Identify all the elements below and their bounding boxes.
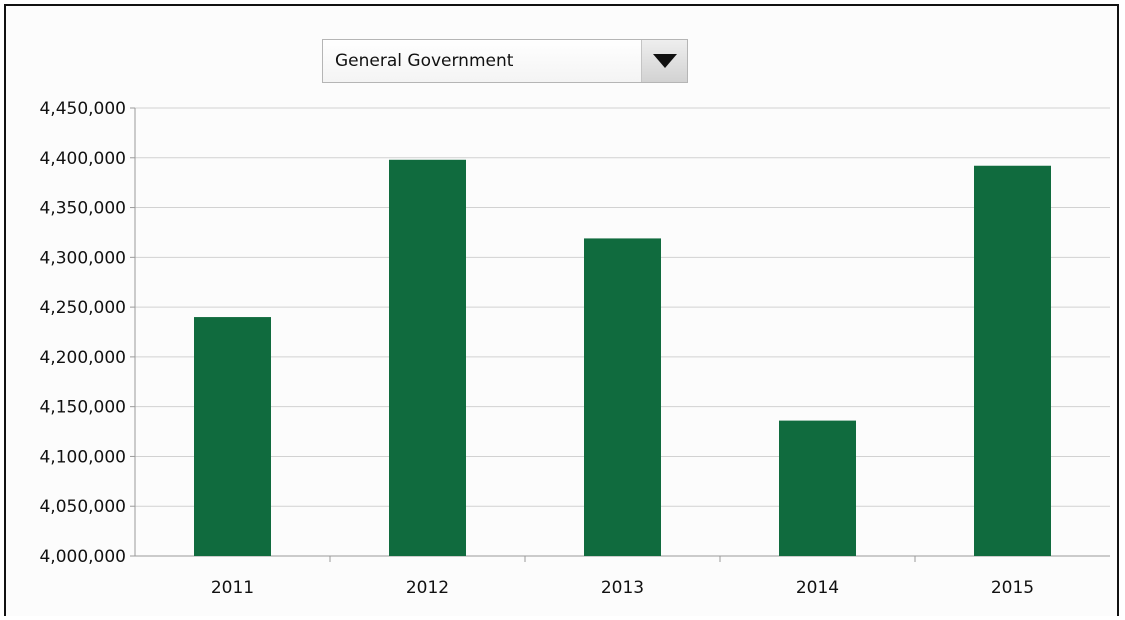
bar-2012 bbox=[389, 159, 466, 556]
y-tick-label: 4,200,000 bbox=[39, 348, 126, 368]
y-tick-label: 4,050,000 bbox=[39, 497, 126, 517]
y-tick-label: 4,400,000 bbox=[39, 149, 126, 169]
y-tick-label: 4,000,000 bbox=[39, 547, 126, 567]
triangle-down-icon bbox=[653, 54, 677, 68]
bar-2013 bbox=[584, 238, 661, 556]
y-tick-label: 4,100,000 bbox=[39, 447, 126, 467]
x-tick-label: 2015 bbox=[991, 578, 1034, 598]
dropdown-selected-value: General Government bbox=[335, 51, 514, 71]
x-tick-label: 2011 bbox=[211, 578, 254, 598]
category-dropdown[interactable]: General Government bbox=[322, 39, 688, 83]
y-tick-label: 4,150,000 bbox=[39, 398, 126, 418]
x-tick-label: 2014 bbox=[796, 578, 839, 598]
dropdown-toggle-button[interactable] bbox=[641, 40, 687, 82]
bar-2011 bbox=[194, 317, 271, 556]
x-tick-label: 2012 bbox=[406, 578, 449, 598]
bar-2014 bbox=[779, 420, 856, 556]
y-tick-label: 4,450,000 bbox=[39, 99, 126, 119]
y-tick-label: 4,350,000 bbox=[39, 199, 126, 219]
bar-2015 bbox=[974, 165, 1051, 556]
y-tick-label: 4,250,000 bbox=[39, 298, 126, 318]
y-tick-label: 4,300,000 bbox=[39, 248, 126, 268]
x-tick-label: 2013 bbox=[601, 578, 644, 598]
chart-frame bbox=[4, 4, 1119, 616]
